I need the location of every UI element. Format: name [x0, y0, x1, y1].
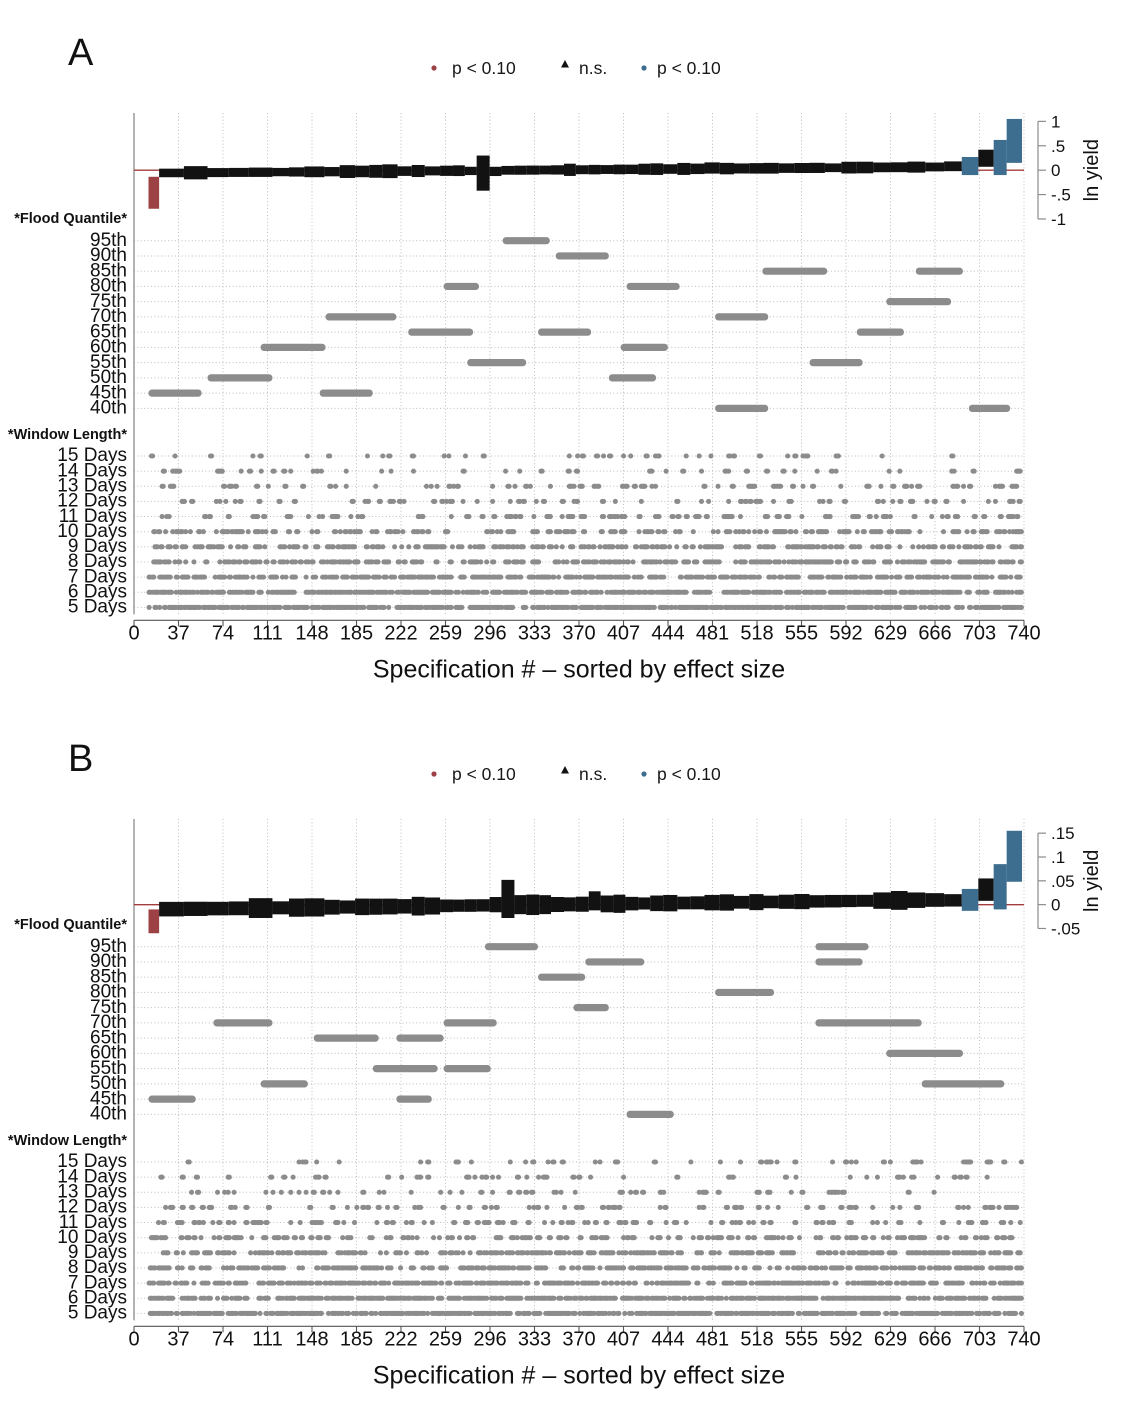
svg-text:0: 0	[1051, 161, 1060, 180]
svg-text:592: 592	[829, 623, 862, 645]
svg-text:5 Days: 5 Days	[68, 597, 127, 618]
svg-text:n.s.: n.s.	[579, 764, 607, 784]
svg-text:p < 0.10: p < 0.10	[452, 764, 516, 784]
svg-text:296: 296	[473, 623, 506, 645]
svg-text:p < 0.10: p < 0.10	[657, 58, 721, 78]
svg-text:185: 185	[340, 623, 373, 645]
svg-text:1: 1	[1051, 112, 1060, 131]
svg-text:-1: -1	[1051, 210, 1066, 229]
svg-text:259: 259	[429, 623, 462, 645]
svg-text:555: 555	[785, 623, 818, 645]
svg-text:481: 481	[696, 623, 729, 645]
svg-text:222: 222	[384, 623, 417, 645]
svg-text:111: 111	[252, 623, 282, 645]
svg-text:629: 629	[874, 623, 907, 645]
svg-text:148: 148	[295, 623, 328, 645]
svg-text:p < 0.10: p < 0.10	[657, 764, 721, 784]
svg-text:Specification # – sorted by ef: Specification # – sorted by effect size	[373, 655, 785, 683]
svg-text:-.5: -.5	[1051, 186, 1071, 205]
svg-text:407: 407	[607, 623, 640, 645]
svg-text:703: 703	[963, 623, 996, 645]
svg-text:p < 0.10: p < 0.10	[452, 58, 516, 78]
svg-text:A: A	[68, 32, 94, 74]
svg-text:0: 0	[128, 623, 139, 645]
svg-text:n.s.: n.s.	[579, 58, 607, 78]
svg-text:B: B	[68, 738, 93, 780]
svg-text:333: 333	[518, 623, 551, 645]
svg-text:*Flood Quantile*: *Flood Quantile*	[14, 211, 127, 227]
svg-text:740: 740	[1007, 623, 1040, 645]
svg-text:ln yield: ln yield	[1081, 139, 1103, 201]
svg-text:370: 370	[562, 623, 595, 645]
svg-text:37: 37	[167, 623, 189, 645]
svg-text:666: 666	[918, 623, 951, 645]
svg-text:74: 74	[212, 623, 234, 645]
svg-text:40th: 40th	[90, 398, 127, 419]
svg-text:.5: .5	[1051, 137, 1065, 156]
svg-text:444: 444	[651, 623, 684, 645]
svg-text:518: 518	[740, 623, 773, 645]
svg-text:*Window Length*: *Window Length*	[8, 427, 127, 443]
